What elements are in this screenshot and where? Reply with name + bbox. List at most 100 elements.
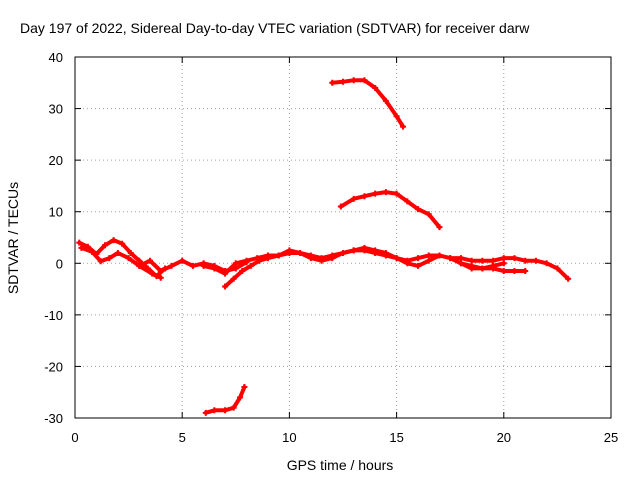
data-point [232,260,239,267]
data-point [522,268,529,275]
x-axis-label: GPS time / hours [287,457,394,473]
data-point [404,260,411,267]
data-point [243,257,250,264]
data-point [286,247,293,254]
data-point [222,283,229,290]
data-point [415,206,422,213]
data-point [500,268,507,275]
x-tick-label: 0 [71,430,78,445]
data-point [400,123,407,130]
data-point [393,255,400,262]
data-point [511,255,518,262]
data-point [404,198,411,205]
y-tick-label: 40 [49,50,63,65]
data-point [78,244,85,251]
x-tick-label: 10 [282,430,296,445]
data-point [247,262,254,269]
data-point [241,384,248,391]
data-point [106,255,113,262]
data-point [479,265,486,272]
data-point [447,255,454,262]
data-point [119,240,126,247]
data-point [500,255,507,262]
data-point [230,275,237,282]
data-point [202,409,209,416]
data-point [76,239,83,246]
y-tick-label: -10 [44,308,63,323]
data-point [554,265,561,272]
series-arc-i [338,190,442,230]
data-point [110,237,117,244]
data-point [372,190,379,197]
data-point [136,262,143,269]
y-tick-label: 0 [56,256,63,271]
x-tick-label: 15 [389,430,403,445]
data-point [500,260,507,267]
data-point [230,404,237,411]
x-tick-label: 20 [497,430,511,445]
plot-frame [74,56,612,419]
data-point [340,249,346,256]
data-point [425,211,432,218]
data-point [350,195,357,202]
data-point [372,247,379,254]
x-axis: 0 5 10 15 20 25 [71,57,618,445]
data-point [436,224,443,231]
series-arc-e [223,245,442,289]
data-point [522,257,529,264]
data-point [189,262,196,269]
data-point [393,190,400,197]
series-layer [76,77,572,416]
data-point [125,255,132,262]
data-point [329,255,336,262]
data-point [532,257,539,264]
x-tick-label: 25 [604,430,618,445]
data-point [479,257,486,264]
data-point [350,77,357,84]
data-point [457,260,464,267]
data-point [149,270,156,277]
data-point [393,113,400,120]
data-point [200,262,207,269]
data-point [179,257,186,264]
grid [75,57,611,418]
data-point [136,257,143,264]
data-point [222,270,229,277]
data-point [147,257,154,264]
data-point [425,257,432,264]
data-point [239,268,246,275]
data-point [361,244,368,251]
y-axis-label: SDTVAR / TECUs [5,182,21,294]
x-tick-label: 5 [179,430,186,445]
data-point [457,255,464,262]
data-point [127,249,134,256]
y-tick-label: 10 [49,205,63,220]
y-axis: -30 -20 -10 0 10 20 30 40 [44,50,611,426]
data-point [275,252,282,259]
data-point [168,262,175,269]
data-point [415,255,422,262]
data-point [264,255,271,262]
data-point [490,257,497,264]
data-point [157,268,164,275]
y-tick-label: -20 [44,359,63,374]
data-point [468,265,475,272]
data-point [318,257,325,264]
data-point [382,189,389,196]
data-point [256,257,263,264]
data-point [102,242,109,249]
data-point [425,252,432,259]
data-point [237,394,244,401]
data-point [222,407,229,414]
data-point [157,274,164,281]
data-point [382,249,389,256]
series-arc-h [330,78,405,129]
data-point [350,247,357,254]
data-point [89,248,96,255]
data-point [361,77,368,84]
data-point [211,265,218,272]
data-point [511,268,518,275]
data-point [114,249,121,256]
data-point [337,203,344,210]
